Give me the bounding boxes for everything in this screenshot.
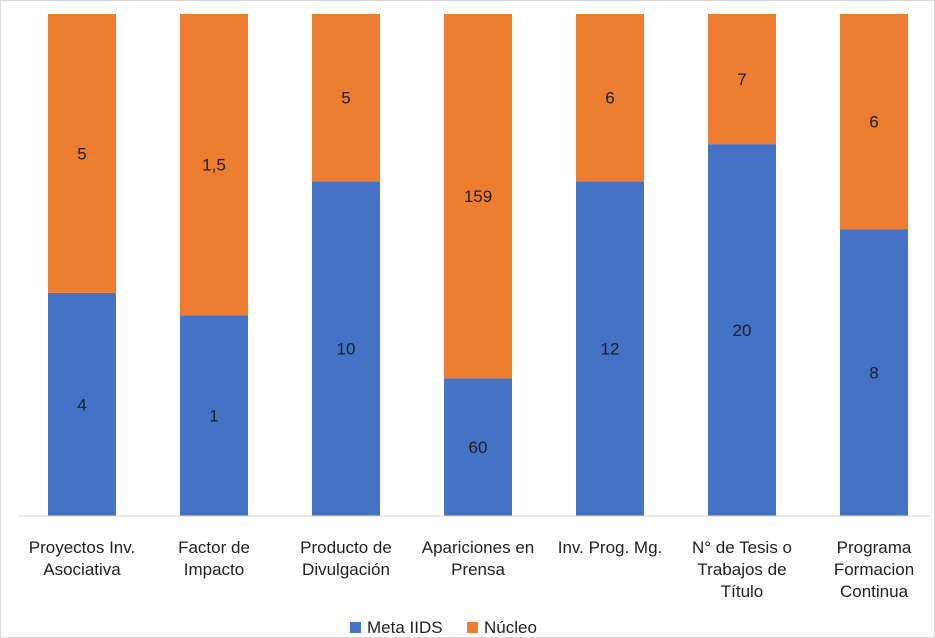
bar-segment-meta-iids-4 bbox=[576, 181, 644, 517]
data-label-nucleo-5: 7 bbox=[737, 70, 746, 89]
bar-segment-nucleo-3 bbox=[444, 14, 512, 379]
category-label-0: Proyectos Inv. Asociativa bbox=[29, 538, 135, 579]
category-label-4: Inv. Prog. Mg. bbox=[558, 538, 663, 557]
bar-segment-meta-iids-5 bbox=[708, 144, 776, 517]
legend-meta-iids-swatch bbox=[350, 622, 361, 633]
data-label-nucleo-6: 6 bbox=[869, 113, 878, 132]
category-label-6: Programa Formacion Continua bbox=[834, 538, 914, 601]
category-label-3: Apariciones en Prensa bbox=[422, 538, 534, 579]
bar-segment-meta-iids-3 bbox=[444, 378, 512, 516]
bar-segment-nucleo-0 bbox=[48, 14, 116, 293]
legend-meta-iids-label: Meta IIDS bbox=[367, 618, 443, 637]
data-label-meta-iids-0: 4 bbox=[77, 395, 86, 414]
bar-segment-nucleo-1 bbox=[180, 14, 248, 316]
bar-segment-nucleo-6 bbox=[840, 14, 908, 230]
category-labels: Proyectos Inv. Asociativa Factor de Impacto… bbox=[29, 538, 914, 601]
bar-segment-nucleo-5 bbox=[708, 14, 776, 145]
data-label-nucleo-1: 1,5 bbox=[202, 156, 226, 175]
bar-segment-meta-iids-6 bbox=[840, 229, 908, 516]
bar-segment-nucleo-4 bbox=[576, 14, 644, 182]
legend-nucleo-swatch bbox=[467, 622, 478, 633]
data-label-nucleo-4: 6 bbox=[605, 89, 614, 108]
data-label-meta-iids-5: 20 bbox=[733, 321, 752, 340]
data-label-meta-iids-2: 10 bbox=[337, 340, 356, 359]
data-label-meta-iids-6: 8 bbox=[869, 364, 878, 383]
bars-layer: 4 5 1 1,5 10 5 60 159 12 6 20 7 8 6 bbox=[48, 14, 908, 517]
bar-segment-meta-iids-0 bbox=[48, 292, 116, 516]
bar-segment-meta-iids-1 bbox=[180, 315, 248, 516]
bar-segment-meta-iids-2 bbox=[312, 181, 380, 517]
data-label-nucleo-2: 5 bbox=[341, 89, 350, 108]
category-label-2: Producto de Divulgación bbox=[300, 538, 392, 579]
legend: Meta IIDS Núcleo bbox=[350, 618, 537, 637]
data-label-meta-iids-4: 12 bbox=[601, 340, 620, 359]
data-label-nucleo-0: 5 bbox=[77, 144, 86, 163]
data-label-meta-iids-1: 1 bbox=[209, 407, 218, 426]
bar-segment-nucleo-2 bbox=[312, 14, 380, 182]
category-label-1: Factor de Impacto bbox=[178, 538, 250, 579]
legend-nucleo-label: Núcleo bbox=[484, 618, 537, 637]
data-label-meta-iids-3: 60 bbox=[469, 438, 488, 457]
data-label-nucleo-3: 159 bbox=[464, 187, 492, 206]
category-label-5: N° de Tesis o Trabajos de Título bbox=[692, 538, 792, 601]
